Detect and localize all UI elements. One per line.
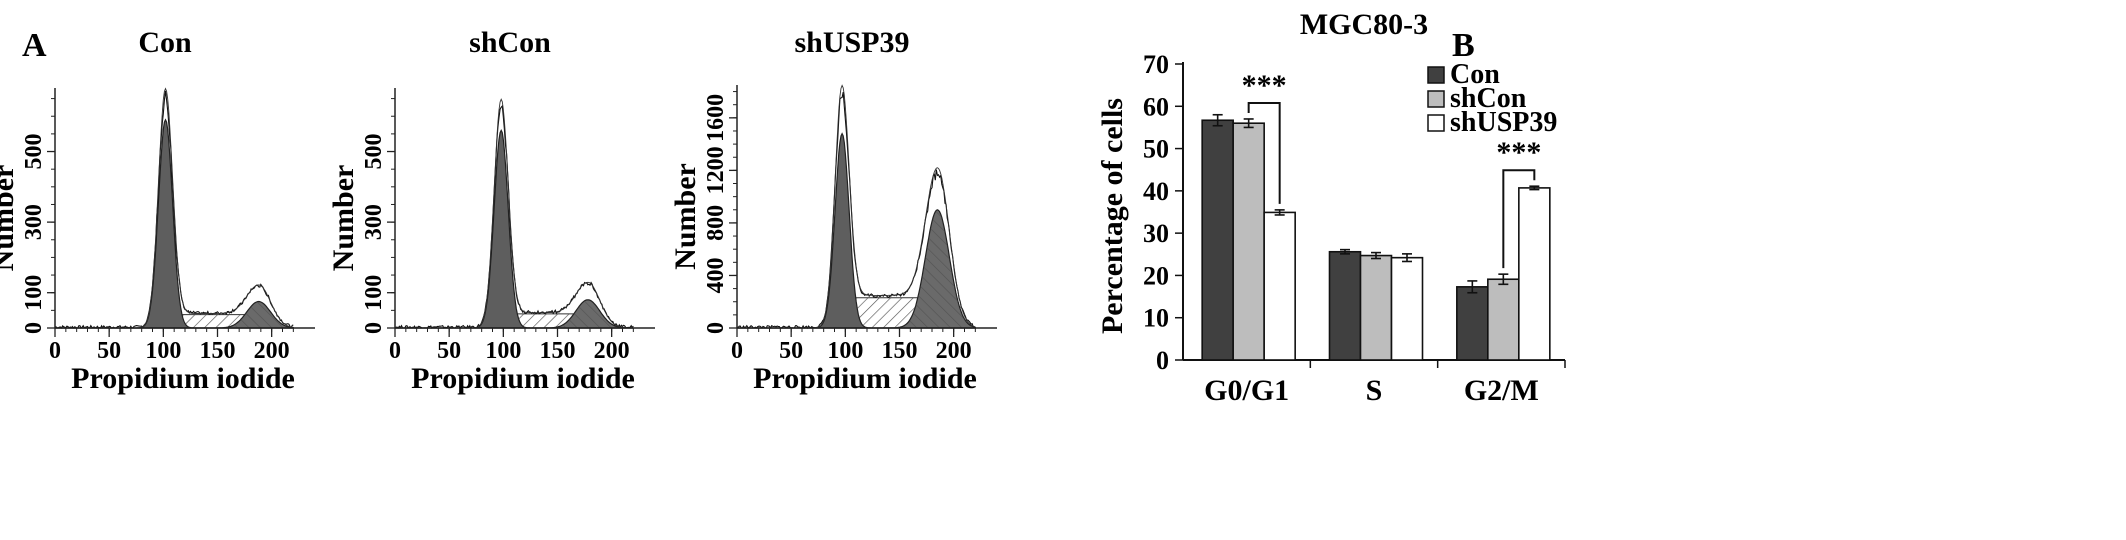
bar-shcon-g2m — [1487, 278, 1520, 361]
histogram-x-tick-label: 200 — [594, 338, 630, 364]
histogram-y-tick-label: 1200 — [703, 146, 729, 194]
histogram-g2-hatch — [55, 301, 294, 328]
bar-shusp39-g2m — [1518, 187, 1551, 361]
histogram-x-tick-label: 0 — [731, 338, 743, 364]
histogram-x-tick-label: 50 — [97, 338, 121, 364]
histogram-g1-peak — [395, 129, 634, 329]
bar-y-tick-label: 70 — [1143, 50, 1169, 79]
legend-label: shUSP39 — [1450, 107, 1557, 138]
panel-letter-a: A — [22, 27, 47, 64]
histogram-y-tick-label: 500 — [361, 134, 387, 170]
legend-label: Con — [1450, 59, 1500, 90]
bar-shusp39-g0g1 — [1263, 211, 1296, 361]
panel-letter-b: B — [1452, 27, 1475, 64]
histogram-y-tick-label: 0 — [21, 322, 47, 334]
significance-label: *** — [1496, 136, 1541, 169]
legend-swatch — [1427, 90, 1445, 108]
histogram-x-tick-label: 150 — [200, 338, 236, 364]
histogram-y-tick-label: 0 — [361, 322, 387, 334]
significance-label: *** — [1242, 69, 1287, 102]
histogram-y-label: Number — [669, 163, 702, 270]
histogram-x-label: Propidium iodide — [71, 362, 295, 395]
histogram-x-tick-label: 0 — [49, 338, 61, 364]
bar-y-tick-label: 10 — [1143, 304, 1169, 333]
histogram-g2-hatch — [395, 299, 634, 328]
legend-swatch — [1427, 66, 1445, 84]
bar-category-label: G0/G1 — [1204, 374, 1289, 407]
bar-category-label: G2/M — [1464, 374, 1539, 407]
histogram-x-tick-label: 100 — [485, 338, 521, 364]
histogram-x-tick-label: 100 — [827, 338, 863, 364]
bar-chart-mgc80-3: MGC80-3 0 10 20 30 40 50 60 70 Percentage of cell… — [1096, 8, 1566, 407]
histogram-y-label: Number — [0, 165, 20, 272]
histogram-y-tick-label: 100 — [361, 275, 387, 311]
histogram-shusp39: shUSP39 0 400 800 1200 1600 0 50 100 150 200Propid… — [669, 26, 997, 395]
legend-label: shCon — [1450, 83, 1527, 114]
histogram-title: shUSP39 — [794, 26, 909, 59]
histogram-x-tick-label: 200 — [936, 338, 972, 364]
histogram-title: shCon — [469, 26, 551, 59]
histogram-y-tick-label: 1600 — [703, 94, 729, 142]
histogram-y-tick-label: 300 — [21, 204, 47, 240]
histogram-g1-peak — [55, 118, 294, 329]
histogram-x-tick-label: 100 — [145, 338, 181, 364]
histogram-y-label: Number — [327, 165, 360, 272]
bar-y-tick-label: 40 — [1143, 177, 1169, 206]
bar-shusp39-s — [1390, 256, 1424, 361]
histogram-y-tick-label: 100 — [21, 275, 47, 311]
significance-bracket — [1502, 169, 1536, 269]
histogram-x-tick-label: 0 — [389, 338, 401, 364]
bar-y-tick-label: 30 — [1143, 219, 1169, 248]
bar-category-label: S — [1366, 374, 1383, 407]
histogram-y-tick-label: 500 — [21, 134, 47, 170]
histogram-y-tick-label: 400 — [703, 257, 729, 293]
histogram-y-tick-label: 0 — [703, 322, 729, 334]
bar-shcon-g0g1 — [1232, 122, 1265, 361]
bar-chart-title: MGC80-3 — [1300, 8, 1428, 41]
histogram-title: Con — [138, 26, 192, 59]
bar-y-tick-label: 20 — [1143, 261, 1169, 290]
bar-con-g0g1 — [1201, 119, 1234, 361]
significance-bracket — [1247, 101, 1281, 204]
bar-y-tick-label: 60 — [1143, 92, 1169, 121]
histogram-x-label: Propidium iodide — [411, 362, 635, 395]
histogram-x-tick-label: 200 — [254, 338, 290, 364]
histogram-x-tick-label: 150 — [882, 338, 918, 364]
bar-con-g2m — [1456, 286, 1489, 361]
histogram-y-tick-label: 800 — [703, 205, 729, 241]
histogram-x-tick-label: 50 — [779, 338, 803, 364]
legend-swatch — [1427, 114, 1445, 132]
histogram-y-tick-label: 300 — [361, 204, 387, 240]
histogram-x-tick-label: 150 — [540, 338, 576, 364]
histogram-x-label: Propidium iodide — [753, 362, 977, 395]
bar-y-label: Percentage of cells — [1096, 98, 1129, 334]
bar-con-s — [1328, 250, 1362, 361]
histogram-g2-hatch — [737, 209, 976, 328]
bar-y-tick-label: 50 — [1143, 135, 1169, 164]
bar-shcon-s — [1359, 254, 1393, 361]
histogram-x-tick-label: 50 — [437, 338, 461, 364]
bar-y-tick-label: 0 — [1156, 346, 1169, 375]
